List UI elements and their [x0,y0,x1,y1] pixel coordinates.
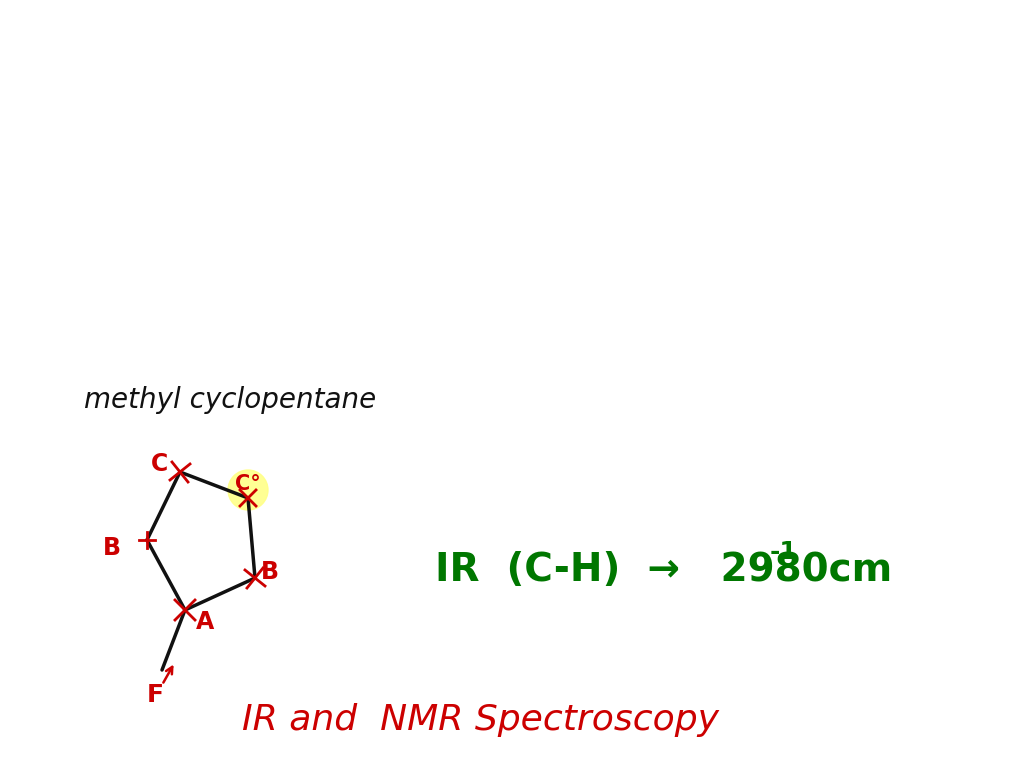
Text: C°: C° [236,474,261,494]
Text: IR and  NMR Spectroscopy: IR and NMR Spectroscopy [242,703,719,737]
Text: B: B [103,536,121,560]
Text: B: B [261,560,279,584]
Text: methyl cyclopentane: methyl cyclopentane [84,386,376,414]
Text: A: A [196,610,214,634]
Text: -1: -1 [770,540,798,564]
Text: IR  (C-H)  →   2980cm: IR (C-H) → 2980cm [435,551,892,589]
Text: C: C [152,452,169,476]
Text: F: F [146,683,164,707]
Circle shape [228,470,268,510]
